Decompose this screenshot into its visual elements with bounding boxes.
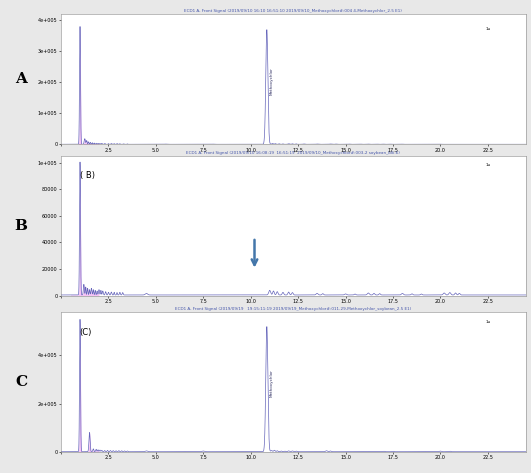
Text: A: A bbox=[15, 72, 27, 86]
Text: ( B): ( B) bbox=[80, 171, 95, 180]
Text: B: B bbox=[15, 219, 28, 233]
Text: 1u: 1u bbox=[486, 163, 491, 167]
Text: Methoxychlor: Methoxychlor bbox=[270, 369, 273, 397]
Title: ECD1 A, Front Signal (2019/09/10 16:08:19  16:51:19  2019/09/10_Methoxychlor#:00: ECD1 A, Front Signal (2019/09/10 16:08:1… bbox=[186, 151, 400, 155]
Text: 1u: 1u bbox=[486, 27, 491, 31]
Text: (C): (C) bbox=[80, 327, 92, 336]
Text: 1u: 1u bbox=[486, 320, 491, 324]
Title: ECD1 A, Front Signal (2019/09/19   19:15:11:19 2019/09/19_Methoxychlor#:011-29-M: ECD1 A, Front Signal (2019/09/19 19:15:1… bbox=[175, 307, 412, 311]
Title: ECD1 A, Front Signal (2019/09/10 16:10 16:51:10 2019/09/10_Methoxychlor#:004 4-M: ECD1 A, Front Signal (2019/09/10 16:10 1… bbox=[184, 9, 402, 13]
Text: Methoxychlor: Methoxychlor bbox=[270, 67, 273, 95]
Text: C: C bbox=[15, 375, 27, 389]
